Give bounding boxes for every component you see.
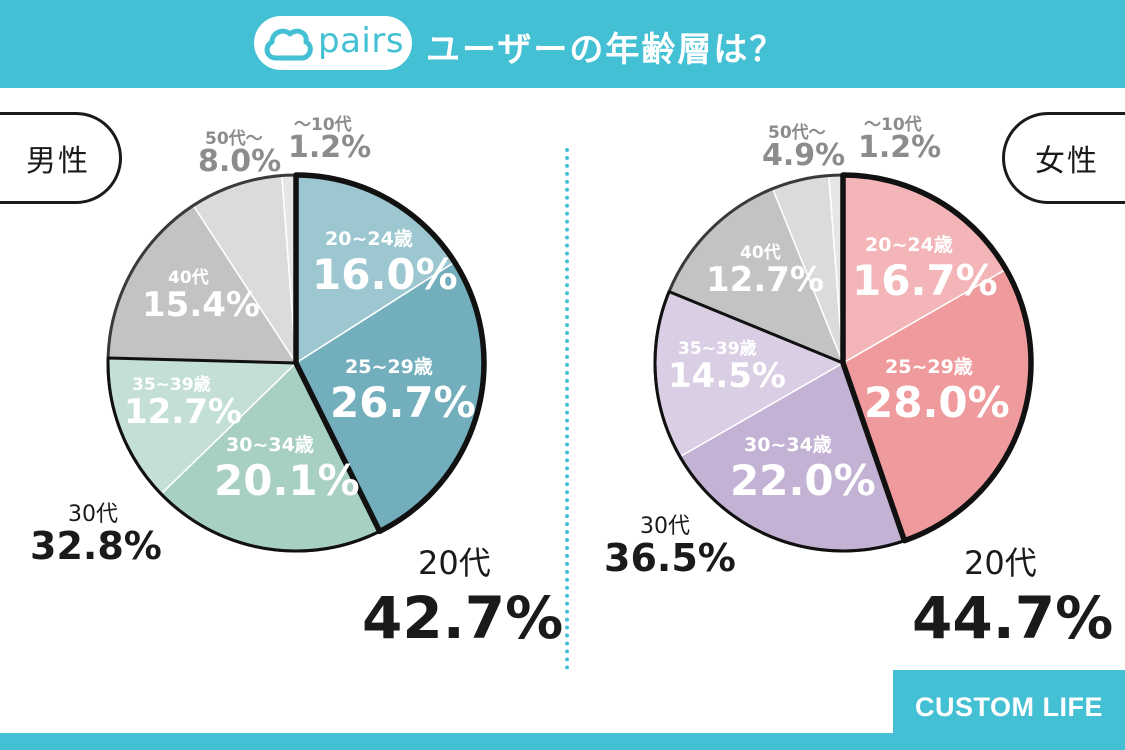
female-group-20s-label: 20代 — [964, 544, 1037, 582]
male-group-20s-label: 20代 — [418, 544, 491, 582]
female-value-30-34: 22.0% — [730, 456, 876, 505]
pie-female — [653, 172, 1034, 553]
female-value-40s: 12.7% — [706, 260, 824, 300]
female-value-20-24: 16.7% — [852, 256, 998, 305]
female-label-40s: 40代 — [740, 243, 781, 263]
female-value-50s: 4.9% — [762, 138, 846, 173]
male-value-25-29: 26.7% — [330, 378, 476, 427]
female-label-25-29: 25~29歳 — [885, 356, 973, 378]
male-value-30-34: 20.1% — [214, 456, 360, 505]
male-group-30s-value: 32.8% — [30, 524, 162, 568]
male-value-20-24: 16.0% — [312, 250, 458, 299]
male-value-50s: 8.0% — [198, 144, 282, 179]
tab-female: 女性 — [1002, 112, 1125, 204]
tab-male: 男性 — [0, 112, 122, 204]
logo-text: pairs — [318, 21, 405, 61]
male-label-40s: 40代 — [168, 268, 209, 288]
female-group-outline-0 — [840, 172, 1034, 544]
male-group-outline-0 — [293, 172, 487, 535]
pairs-logo: pairs — [254, 16, 412, 70]
male-value-35-39: 12.7% — [124, 392, 242, 432]
female-value-25-29: 28.0% — [864, 378, 1010, 427]
page-title: ユーザーの年齢層は？ — [426, 30, 786, 70]
female-label-30-34: 30~34歳 — [744, 434, 832, 456]
male-label-35-39: 35~39歳 — [132, 375, 211, 395]
male-label-25-29: 25~29歳 — [345, 356, 433, 378]
female-group-outline-1 — [653, 290, 906, 553]
male-label-20-24: 20~24歳 — [325, 228, 413, 250]
header-bar: pairs ユーザーの年齢層は？ — [0, 0, 1125, 88]
female-value-10s: 1.2% — [858, 130, 942, 165]
female-label-50s: 50代〜 — [768, 123, 826, 143]
footer-bar — [0, 733, 1125, 750]
male-label-30-34: 30~34歳 — [226, 434, 314, 456]
center-divider — [565, 148, 569, 670]
male-group-20s-value: 42.7% — [362, 584, 564, 652]
pie-male — [106, 172, 487, 553]
female-group-30s-value: 36.5% — [604, 536, 736, 580]
female-group-30s-label: 30代 — [640, 514, 690, 539]
male-label-10s: 〜10代 — [294, 115, 352, 135]
female-label-10s: 〜10代 — [864, 115, 922, 135]
female-group-20s-value: 44.7% — [912, 584, 1114, 652]
female-label-35-39: 35~39歳 — [678, 339, 757, 359]
male-group-30s-label: 30代 — [68, 502, 118, 527]
female-label-20-24: 20~24歳 — [865, 234, 953, 256]
male-value-40s: 15.4% — [142, 285, 260, 325]
female-value-35-39: 14.5% — [668, 356, 786, 396]
male-label-50s: 50代〜 — [205, 129, 263, 149]
male-value-10s: 1.2% — [288, 130, 372, 165]
brand-logo: CUSTOM LIFE — [914, 692, 1103, 722]
male-group-outline-1 — [106, 356, 382, 553]
cloud-icon — [264, 28, 313, 61]
